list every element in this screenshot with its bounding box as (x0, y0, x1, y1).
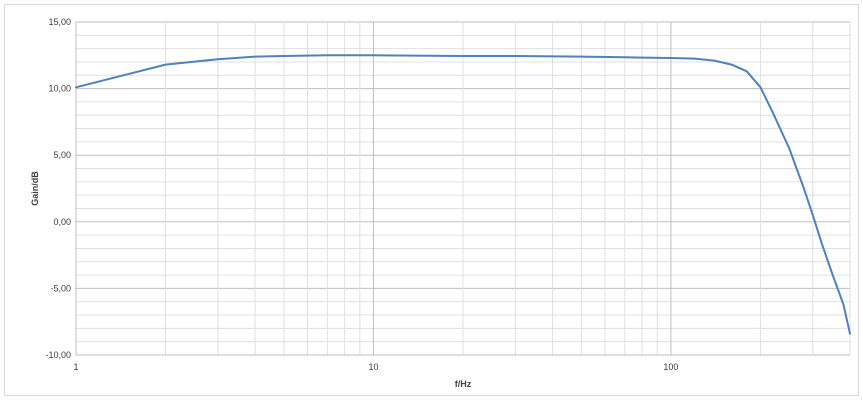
x-axis-title: f/Hz (455, 379, 472, 389)
gain-frequency-chart: 15,00 10,00 5,00 0,00 -5,00 -10,001 10 100 f/Hz G… (30, 17, 851, 389)
y-tick-label: 5,00 (53, 150, 71, 160)
y-tick-label: 15,00 (48, 17, 71, 27)
x-tick-label: 100 (663, 362, 678, 372)
chart-frame: 15,00 10,00 5,00 0,00 -5,00 -10,00 1 10 100 f/Hz G… (4, 4, 859, 396)
x-tick-label: 10 (368, 362, 378, 372)
y-tick-label: -5,00 (50, 283, 71, 293)
y-axis-title: Gain/dB (30, 171, 40, 206)
y-tick-label: -10,00 (45, 350, 71, 360)
y-tick-label: 10,00 (48, 84, 71, 94)
x-tick-label: 1 (73, 362, 78, 372)
y-tick-label: 0,00 (53, 217, 71, 227)
gain-series-line (75, 54, 851, 335)
